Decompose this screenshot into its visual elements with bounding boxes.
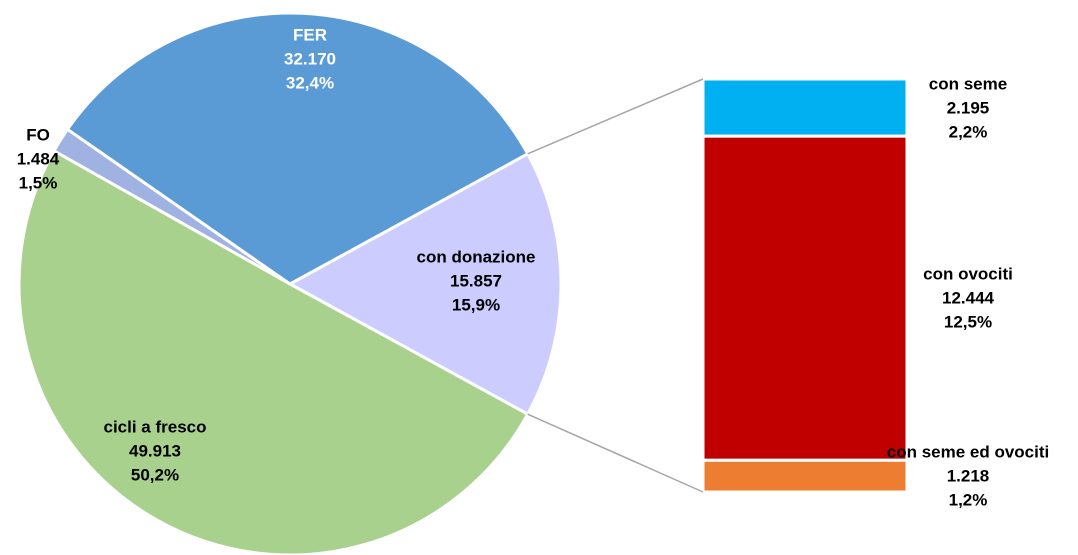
slice-label: cicli a fresco	[103, 417, 206, 436]
segment-label: con ovociti	[923, 264, 1013, 283]
slice-label: FO	[26, 125, 50, 144]
segment-value: 12.444	[942, 288, 995, 307]
bar-segment	[701, 458, 909, 494]
segment-label: con seme	[929, 74, 1007, 93]
segment-percent: 2,2%	[949, 122, 988, 141]
pie-slice	[286, 151, 563, 417]
slice-value: 15.857	[450, 271, 502, 290]
segment-value: 1.218	[947, 466, 990, 485]
slice-label: con donazione	[417, 247, 536, 266]
slice-value: 49.913	[129, 441, 181, 460]
slice-label: FER	[293, 25, 327, 44]
segment-percent: 12,5%	[944, 312, 992, 331]
slice-percent: 1,5%	[19, 173, 58, 192]
connector	[527, 78, 704, 155]
slice-percent: 50,2%	[131, 465, 179, 484]
segment-value: 2.195	[947, 98, 990, 117]
segment-label: con seme ed ovociti	[887, 442, 1050, 461]
connector	[527, 413, 704, 493]
slice-percent: 32,4%	[286, 73, 334, 92]
pie-slice	[17, 148, 530, 555]
pie-slice	[65, 11, 530, 286]
segment-percent: 1,2%	[949, 490, 988, 509]
slice-percent: 15,9%	[452, 295, 500, 314]
bar-segment	[701, 134, 909, 462]
bar-segment	[701, 77, 909, 138]
slice-value: 32.170	[284, 49, 336, 68]
slice-value: 1.484	[17, 149, 60, 168]
